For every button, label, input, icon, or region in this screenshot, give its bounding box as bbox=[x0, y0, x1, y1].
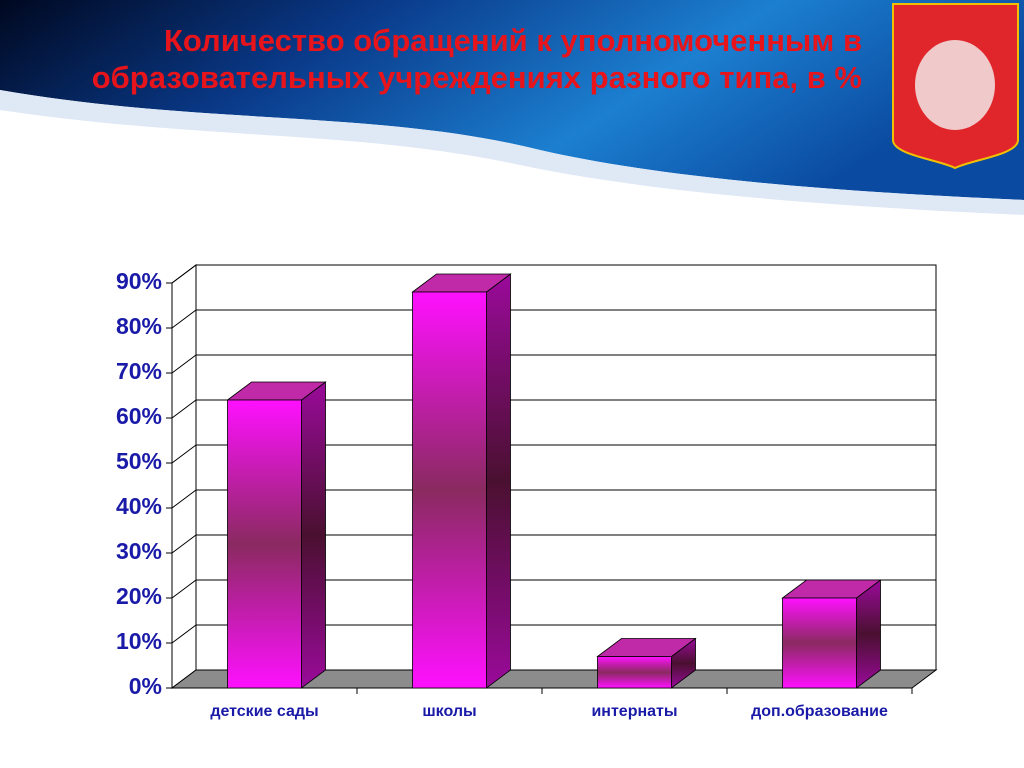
grid-line bbox=[171, 444, 197, 464]
bar-side bbox=[301, 381, 326, 689]
x-tick-label: детские сады bbox=[210, 703, 318, 720]
bar bbox=[227, 399, 302, 689]
grid-line bbox=[171, 534, 197, 554]
grid-line bbox=[171, 354, 197, 374]
y-tick-label: 60% bbox=[116, 403, 162, 429]
y-tick-label: 20% bbox=[116, 583, 162, 609]
y-tick-label: 10% bbox=[116, 628, 162, 654]
y-tick-label: 50% bbox=[116, 448, 162, 474]
y-tick-label: 70% bbox=[116, 358, 162, 384]
plot: 0% 10% 20% 30% 40% 50% 60% 70% 80% 90% детские сад… bbox=[116, 264, 938, 720]
bar bbox=[597, 656, 672, 689]
grid-line bbox=[171, 264, 197, 284]
emblem-figure bbox=[915, 40, 995, 130]
chart-title: Количество обращений к уполномоченным в … bbox=[91, 23, 862, 95]
y-tick-label: 80% bbox=[116, 313, 162, 339]
banner bbox=[0, 0, 1024, 200]
x-tick-label: школы bbox=[422, 703, 476, 720]
x-tick-label: интернаты bbox=[591, 703, 677, 720]
grid-line bbox=[171, 489, 197, 509]
banner-swoosh bbox=[0, 90, 1024, 215]
x-tick-label: доп.образование bbox=[751, 703, 888, 720]
y-tick-label: 90% bbox=[116, 268, 162, 294]
y-tick-label: 30% bbox=[116, 538, 162, 564]
y-tick-label: 40% bbox=[116, 493, 162, 519]
y-tick-label: 0% bbox=[129, 673, 162, 699]
grid-line bbox=[171, 399, 197, 419]
bar-side bbox=[486, 273, 511, 689]
side-wall bbox=[171, 264, 197, 689]
bar bbox=[782, 597, 857, 689]
bar bbox=[412, 291, 487, 689]
grid-line bbox=[171, 579, 197, 599]
grid-line bbox=[171, 309, 197, 329]
grid-line bbox=[171, 624, 197, 644]
bar-side bbox=[856, 579, 881, 689]
